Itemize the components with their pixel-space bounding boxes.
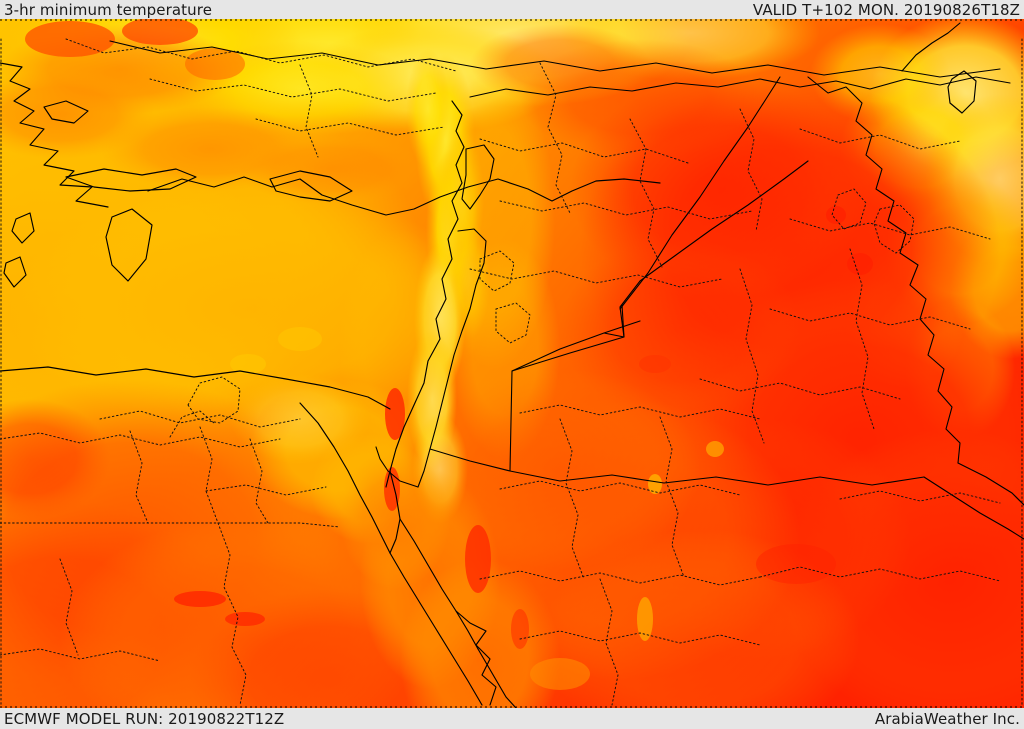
temperature-map[interactable] (0, 19, 1024, 708)
frame-ticks (0, 19, 1024, 708)
model-run-label: ECMWF MODEL RUN: 20190822T12Z (4, 709, 285, 728)
coastline-rhodes (105, 208, 153, 282)
coastline-lake-urmia (947, 70, 977, 114)
coastline-egypt-north (0, 366, 391, 410)
coastline-gulf-of-aqaba (399, 518, 479, 650)
border-turkey-iran (901, 22, 961, 72)
border-iraq-iran (807, 76, 961, 464)
header-bar: 3-hr minimum temperature VALID T+102 MON… (0, 0, 1024, 19)
coastline-small-island-a (11, 212, 35, 244)
coastline-red-sea-west (389, 552, 483, 706)
coastline-saudi-west (455, 610, 497, 706)
border-israel-egypt (375, 446, 419, 488)
coastline-cyprus (269, 170, 353, 202)
coastline-gulf-arabia (923, 476, 1024, 540)
temperature-field-svg (0, 19, 1024, 708)
border-lebanon (461, 144, 495, 210)
border-israel-jordan (417, 228, 487, 488)
coastline-red-sea-east (477, 648, 517, 708)
coastline-turkey-south (147, 176, 661, 216)
coastline-small-island-b (3, 256, 27, 288)
page-title: 3-hr minimum temperature (4, 0, 213, 19)
border-iraq-saudi (511, 160, 809, 372)
temperature-bands (0, 19, 1024, 708)
border-syria-iraq (619, 76, 781, 310)
coastline-levant (385, 100, 465, 488)
valid-time-label: VALID T+102 MON. 20190826T18Z (752, 0, 1020, 19)
border-jordan-iraq (603, 304, 625, 338)
border-saudi-kuwait (509, 470, 925, 486)
coastline-greek-islands (43, 100, 89, 124)
footer-bar: ECMWF MODEL RUN: 20190822T12Z ArabiaWeat… (0, 708, 1024, 729)
coastline-persian-gulf (957, 462, 1024, 506)
coastline-aegean (0, 62, 109, 208)
map-outlines (0, 19, 1024, 708)
provider-label: ArabiaWeather Inc. (874, 709, 1020, 728)
admin-borders (0, 38, 1023, 706)
coastline-gulf-of-suez (299, 402, 391, 554)
border-turkey-syria (469, 76, 1011, 98)
coastline-crete (65, 168, 197, 192)
